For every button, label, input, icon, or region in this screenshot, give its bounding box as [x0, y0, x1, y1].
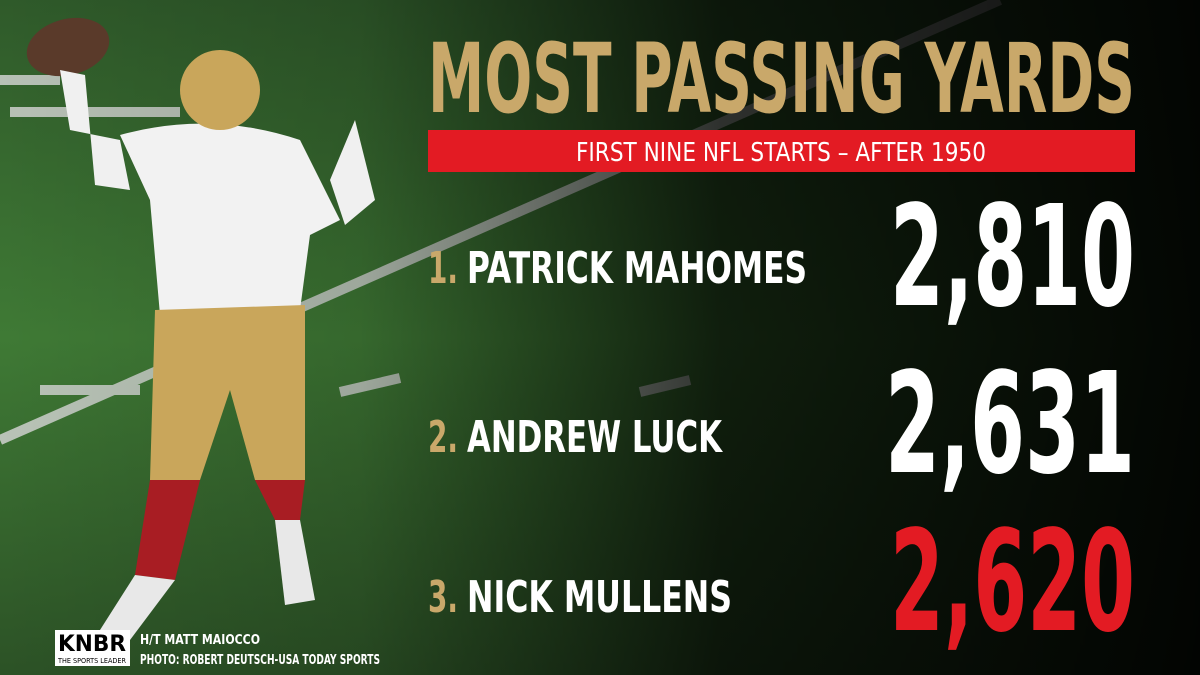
- rank: 2.: [428, 412, 458, 463]
- jersey: [120, 123, 340, 316]
- leg: [275, 520, 315, 605]
- subtitle-bar: [428, 130, 1135, 172]
- arm: [60, 70, 130, 190]
- logo-box: [55, 630, 130, 666]
- helmet: [180, 50, 260, 130]
- photo-credit: PHOTO: ROBERT DEUTSCH-USA TODAY SPORTS: [140, 653, 380, 668]
- player-name: ANDREW LUCK: [467, 412, 723, 463]
- player-photo: [26, 17, 375, 640]
- logo-tagline: THE SPORTS LEADER: [57, 657, 126, 665]
- player-name: NICK MULLENS: [467, 572, 732, 623]
- leg: [100, 575, 175, 640]
- yards: 2,631: [885, 343, 1135, 506]
- subtitle: FIRST NINE NFL STARTS – AFTER 1950: [576, 138, 986, 168]
- logo: KNBR: [58, 632, 126, 657]
- pants: [150, 305, 305, 480]
- football: [26, 17, 110, 77]
- hand: [330, 120, 375, 225]
- rank: 1.: [428, 243, 458, 294]
- credit: H/T MATT MAIOCCO: [140, 633, 260, 648]
- player-name: PATRICK MAHOMES: [467, 243, 807, 294]
- yards: 2,620: [890, 501, 1135, 664]
- title: MOST PASSING YARDS: [428, 23, 1135, 135]
- sock: [135, 480, 200, 580]
- rank: 3.: [428, 572, 458, 623]
- sock: [255, 480, 305, 520]
- yards: 2,810: [890, 176, 1135, 339]
